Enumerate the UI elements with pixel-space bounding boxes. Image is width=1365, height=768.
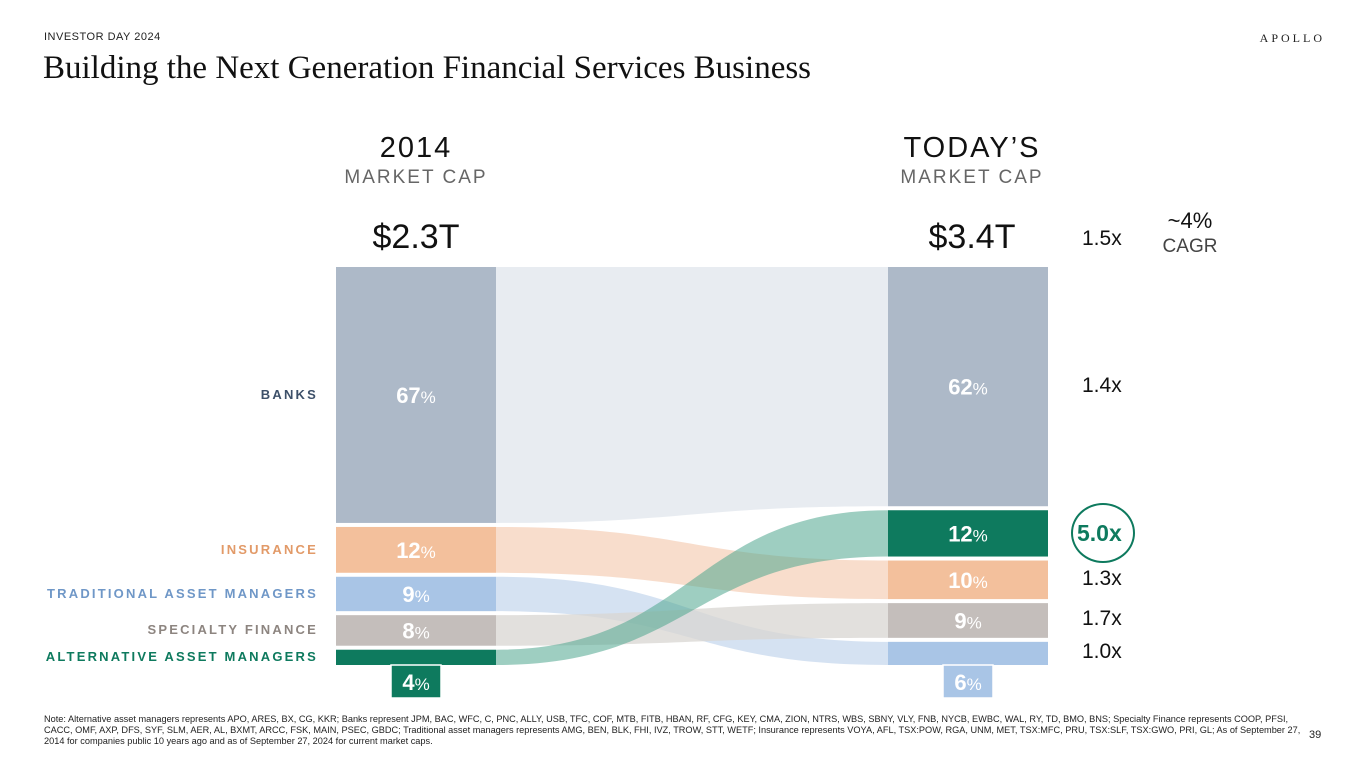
flow-alternative-asset-managers [496,510,888,665]
total-multiple: 1.5x [1082,227,1122,250]
pct-label-left-alternative-asset-managers: 4% [402,670,429,695]
bar-left-insurance [336,526,496,573]
flow-banks [496,267,888,523]
highlight-circle [1071,503,1135,564]
bar-left-banks [336,267,496,523]
label-box-left-alternative-asset-managers [390,664,442,699]
bar-left-traditional-asset-managers [336,576,496,612]
bar-left-specialty-finance [336,615,496,646]
bar-right-specialty-finance [888,603,1048,638]
bar-right-insurance [888,560,1048,600]
pct-label-right-traditional-asset-managers: 6% [954,670,981,695]
footnote: Note: Alternative asset managers represe… [44,714,1301,746]
bar-right-alternative-asset-managers [888,510,1048,557]
pct-label-right-banks: 62% [948,375,988,400]
cagr-value: ~4% [1167,208,1213,233]
right-column-header: TODAY’S MARKET CAP [822,132,1122,189]
pct-label-right-alternative-asset-managers: 12% [948,521,988,546]
page-title: Building the Next Generation Financial S… [43,50,812,86]
multiple-specialty-finance: 1.7x [1082,607,1122,631]
pct-label-left-traditional-asset-managers: 9% [402,582,429,607]
segment-label-specialty-finance: SPECIALTY FINANCE [147,622,318,638]
segment-label-alternative-asset-managers: ALTERNATIVE ASSET MANAGERS [45,649,318,665]
cagr-label: CAGR [1162,236,1218,257]
pct-label-left-insurance: 12% [396,538,436,563]
segment-label-traditional-asset-managers: TRADITIONAL ASSET MANAGERS [47,585,318,601]
segment-label-insurance: INSURANCE [220,541,318,557]
bar-right-traditional-asset-managers [888,641,1048,665]
bar-right-banks [888,267,1048,507]
pct-label-left-specialty-finance: 8% [402,618,429,643]
segment-label-banks: BANKS [260,386,318,402]
label-box-right-traditional-asset-managers [942,664,994,699]
left-column-header: 2014 MARKET CAP [266,132,566,189]
flow-insurance [496,526,888,600]
right-year: TODAY’S [903,132,1041,164]
left-total: $2.3T [372,218,460,256]
pct-label-right-specialty-finance: 9% [954,608,981,633]
page-number: 39 [1309,729,1322,741]
cagr-callout: ~4% CAGR [1150,208,1230,260]
right-total: $3.4T [928,218,1016,256]
multiple-traditional-asset-managers: 1.0x [1082,640,1122,664]
right-subtitle: MARKET CAP [900,167,1044,188]
pct-label-left-banks: 67% [396,383,436,408]
eyebrow: INVESTOR DAY 2024 [44,31,161,43]
apollo-logo: APOLLO [1259,31,1325,45]
pct-label-right-insurance: 10% [948,568,988,593]
left-subtitle: MARKET CAP [344,167,488,188]
bar-left-alternative-asset-managers [336,649,496,665]
multiple-banks: 1.4x [1082,373,1122,397]
left-year: 2014 [379,132,453,164]
multiple-insurance: 1.3x [1082,566,1122,590]
